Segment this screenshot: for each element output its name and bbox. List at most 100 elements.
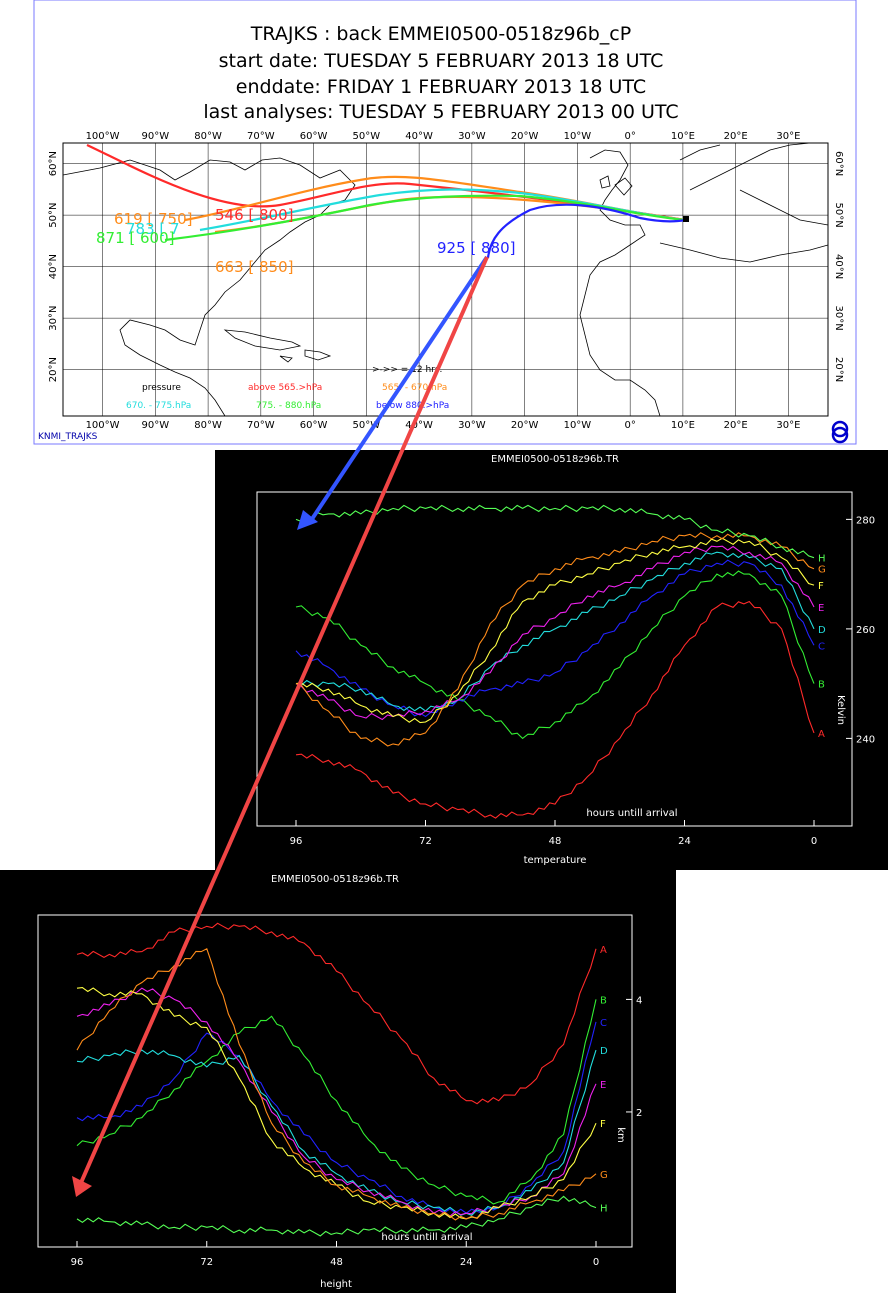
height-title: EMMEI0500-0518z96b.TR xyxy=(271,874,399,885)
latitude-labels-right: 60°N 50°N 40°N 30°N 20°N xyxy=(833,151,844,382)
lat-label-left: 60°N xyxy=(48,151,59,176)
lon-label-top: 10°W xyxy=(564,131,592,142)
traj-label-orange-2: 663 [ 850] xyxy=(215,258,294,276)
height-ylabel: km xyxy=(615,1127,626,1143)
height-caption: height xyxy=(320,1279,352,1290)
arrow-head-height xyxy=(72,1176,92,1197)
lat-label-right: 20°N xyxy=(833,357,844,382)
arrow-head-temperature xyxy=(297,510,318,530)
series-label-F: F xyxy=(600,1119,606,1130)
lon-label-bottom: 80°W xyxy=(194,420,222,431)
series-label-F: F xyxy=(818,581,824,592)
series-line-C xyxy=(295,559,815,718)
lat-label-right: 40°N xyxy=(833,254,844,279)
series-label-D: D xyxy=(818,625,826,636)
series-line-H xyxy=(295,504,815,559)
lon-label-bottom: 50°W xyxy=(353,420,381,431)
map-area xyxy=(62,142,829,417)
series-line-A xyxy=(295,600,815,819)
series-label-G: G xyxy=(818,565,826,576)
x-tick-label: 72 xyxy=(200,1257,213,1268)
lat-label-left: 50°N xyxy=(48,203,59,228)
lat-label-right: 50°N xyxy=(833,203,844,228)
series-line-B xyxy=(76,999,597,1205)
temperature-caption: temperature xyxy=(524,855,587,866)
y-tick-label: 280 xyxy=(856,515,875,526)
series-line-B xyxy=(295,570,815,740)
lon-label-top: 10°E xyxy=(671,131,695,142)
lon-label-bottom: 70°W xyxy=(247,420,275,431)
traj-label-blue: 925 [ 880] xyxy=(437,239,516,257)
legend-above: above 565.>hPa xyxy=(248,383,322,393)
lon-label-bottom: 30°W xyxy=(458,420,486,431)
height-ticks: 96 72 48 24 0 4 2 xyxy=(71,995,643,1268)
x-tick-label: 48 xyxy=(330,1257,343,1268)
lon-label-top: 90°W xyxy=(142,131,170,142)
lon-label-bottom: 60°W xyxy=(300,420,328,431)
series-label-C: C xyxy=(600,1018,607,1029)
arrow-map-to-height xyxy=(78,256,489,1186)
height-panel: EMMEI0500-0518z96b.TR 96 72 48 24 0 4 2 A B C D E F… xyxy=(0,870,676,1293)
x-tick-label: 96 xyxy=(71,1257,84,1268)
lon-label-top: 20°W xyxy=(511,131,539,142)
lat-label-left: 40°N xyxy=(48,254,59,279)
series-line-F xyxy=(295,537,815,724)
lon-label-bottom: 40°W xyxy=(405,420,433,431)
series-label-H: H xyxy=(600,1204,608,1215)
x-tick-label: 0 xyxy=(593,1257,599,1268)
traj-label-cyan: 783 [ 7 xyxy=(126,220,180,238)
lon-label-bottom: 90°W xyxy=(142,420,170,431)
series-label-H: H xyxy=(818,554,826,565)
ecmwf-logo xyxy=(831,420,849,444)
traj-label-green: 871 [ 600] xyxy=(96,229,175,247)
lat-label-left: 20°N xyxy=(48,357,59,382)
lon-label-bottom: 20°E xyxy=(724,420,748,431)
lon-label-top: 100°W xyxy=(86,131,120,142)
lat-label-right: 30°N xyxy=(833,306,844,331)
series-line-E xyxy=(295,545,815,721)
lon-label-bottom: 100°W xyxy=(86,420,120,431)
y-tick-label: 2 xyxy=(636,1108,642,1119)
interval-note: >->> = 12 hrs. xyxy=(372,365,442,375)
height-series: A B C D E F G H xyxy=(76,922,608,1237)
lon-label-top: 30°W xyxy=(458,131,486,142)
lat-label-left: 30°N xyxy=(48,306,59,331)
y-tick-label: 240 xyxy=(856,734,875,745)
lat-label-right: 60°N xyxy=(833,151,844,176)
lon-label-top: 0° xyxy=(624,131,635,142)
map-panel: TRAJKS : back EMMEI0500-0518z96b_cP star… xyxy=(33,0,857,445)
series-label-G: G xyxy=(600,1170,608,1181)
lon-label-top: 60°W xyxy=(300,131,328,142)
legend-cyan-range: 670. - 775.hPa xyxy=(126,401,191,411)
y-tick-label: 260 xyxy=(856,625,875,636)
legend-below: below 880.>hPa xyxy=(376,401,449,411)
coastlines xyxy=(62,142,829,417)
y-tick-label: 4 xyxy=(636,995,642,1006)
lon-label-top: 80°W xyxy=(194,131,222,142)
map-title-line-4: last analyses: TUESDAY 5 FEBRUARY 2013 0… xyxy=(203,101,678,123)
traj-label-red: 546 [ 800] xyxy=(215,206,294,224)
lon-label-top: 50°W xyxy=(353,131,381,142)
series-line-G xyxy=(76,948,597,1221)
lon-label-top: 30°E xyxy=(776,131,800,142)
lon-label-bottom: 20°W xyxy=(511,420,539,431)
lon-label-bottom: 0° xyxy=(624,420,635,431)
map-title-line-1: TRAJKS : back EMMEI0500-0518z96b_cP xyxy=(250,23,631,45)
temperature-xlabel: hours untill arrival xyxy=(586,808,677,819)
series-line-C xyxy=(76,1021,597,1215)
series-label-D: D xyxy=(600,1046,608,1057)
series-label-A: A xyxy=(600,945,607,956)
temperature-panel: EMMEI0500-0518z96b.TR 96 72 48 24 0280260240… xyxy=(215,450,888,870)
series-line-A xyxy=(76,922,597,1105)
lon-label-bottom: 30°E xyxy=(776,420,800,431)
series-label-A: A xyxy=(818,729,825,740)
map-graticule xyxy=(63,143,828,416)
series-line-G xyxy=(295,532,815,747)
x-tick-label: 24 xyxy=(460,1257,473,1268)
lon-label-bottom: 10°W xyxy=(564,420,592,431)
trajectory-blue xyxy=(486,203,686,259)
x-tick-label: 48 xyxy=(549,836,562,847)
series-label-C: C xyxy=(818,641,825,652)
trajectories xyxy=(86,144,686,259)
